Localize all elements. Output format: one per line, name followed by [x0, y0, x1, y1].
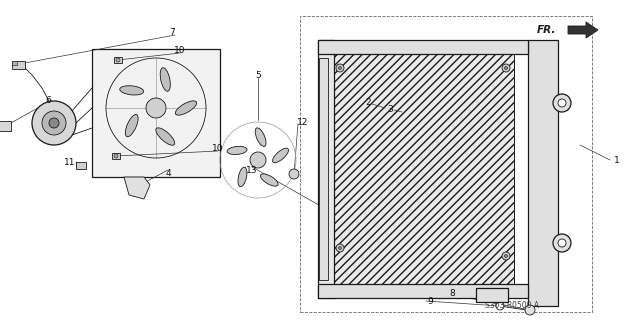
Text: 11: 11 — [64, 157, 75, 166]
Text: 8: 8 — [449, 290, 455, 299]
Circle shape — [116, 58, 120, 62]
Text: S303-B0500 A: S303-B0500 A — [485, 301, 539, 310]
Text: 5: 5 — [255, 70, 261, 79]
Bar — [318, 40, 334, 298]
Bar — [0, 121, 11, 131]
Circle shape — [42, 111, 66, 135]
Bar — [476, 288, 508, 302]
Text: 6: 6 — [45, 95, 51, 105]
Circle shape — [339, 246, 342, 250]
Circle shape — [558, 99, 566, 107]
Ellipse shape — [126, 115, 138, 137]
Bar — [319, 58, 328, 280]
Ellipse shape — [256, 128, 266, 147]
Bar — [318, 40, 528, 54]
Circle shape — [336, 244, 344, 252]
Text: 1: 1 — [614, 156, 620, 164]
Bar — [300, 16, 592, 312]
Circle shape — [114, 154, 118, 158]
Circle shape — [146, 98, 166, 118]
Text: 7: 7 — [169, 28, 175, 36]
Ellipse shape — [238, 167, 247, 187]
Text: 2: 2 — [365, 98, 371, 107]
Text: 13: 13 — [246, 165, 258, 174]
Bar — [12, 61, 17, 65]
Circle shape — [525, 305, 535, 315]
Ellipse shape — [273, 148, 288, 163]
Text: 9: 9 — [427, 297, 433, 306]
Text: 10: 10 — [174, 45, 186, 54]
Bar — [12, 61, 25, 69]
Circle shape — [250, 152, 266, 168]
Text: 12: 12 — [297, 117, 309, 126]
Circle shape — [32, 101, 76, 145]
Bar — [112, 153, 120, 159]
Bar — [76, 162, 86, 169]
Circle shape — [496, 302, 504, 310]
Circle shape — [49, 118, 59, 128]
Ellipse shape — [160, 68, 171, 91]
Bar — [528, 40, 558, 306]
Ellipse shape — [227, 146, 247, 155]
Circle shape — [502, 252, 510, 260]
Circle shape — [502, 64, 510, 72]
Bar — [318, 284, 528, 298]
Text: FR.: FR. — [536, 25, 556, 35]
Polygon shape — [124, 177, 150, 199]
Circle shape — [479, 290, 489, 300]
Circle shape — [553, 234, 571, 252]
Text: 10: 10 — [212, 143, 224, 153]
Circle shape — [336, 64, 344, 72]
Circle shape — [553, 94, 571, 112]
Polygon shape — [568, 22, 598, 38]
Circle shape — [558, 239, 566, 247]
Circle shape — [505, 254, 507, 258]
Ellipse shape — [176, 101, 197, 115]
Ellipse shape — [120, 86, 144, 95]
Bar — [334, 54, 514, 284]
Circle shape — [505, 67, 507, 69]
Circle shape — [289, 169, 299, 179]
Bar — [92, 49, 220, 177]
Circle shape — [339, 67, 342, 69]
Text: 3: 3 — [387, 105, 393, 114]
Ellipse shape — [261, 174, 278, 186]
Bar — [114, 57, 122, 63]
Text: 4: 4 — [165, 169, 171, 178]
Ellipse shape — [156, 128, 175, 145]
